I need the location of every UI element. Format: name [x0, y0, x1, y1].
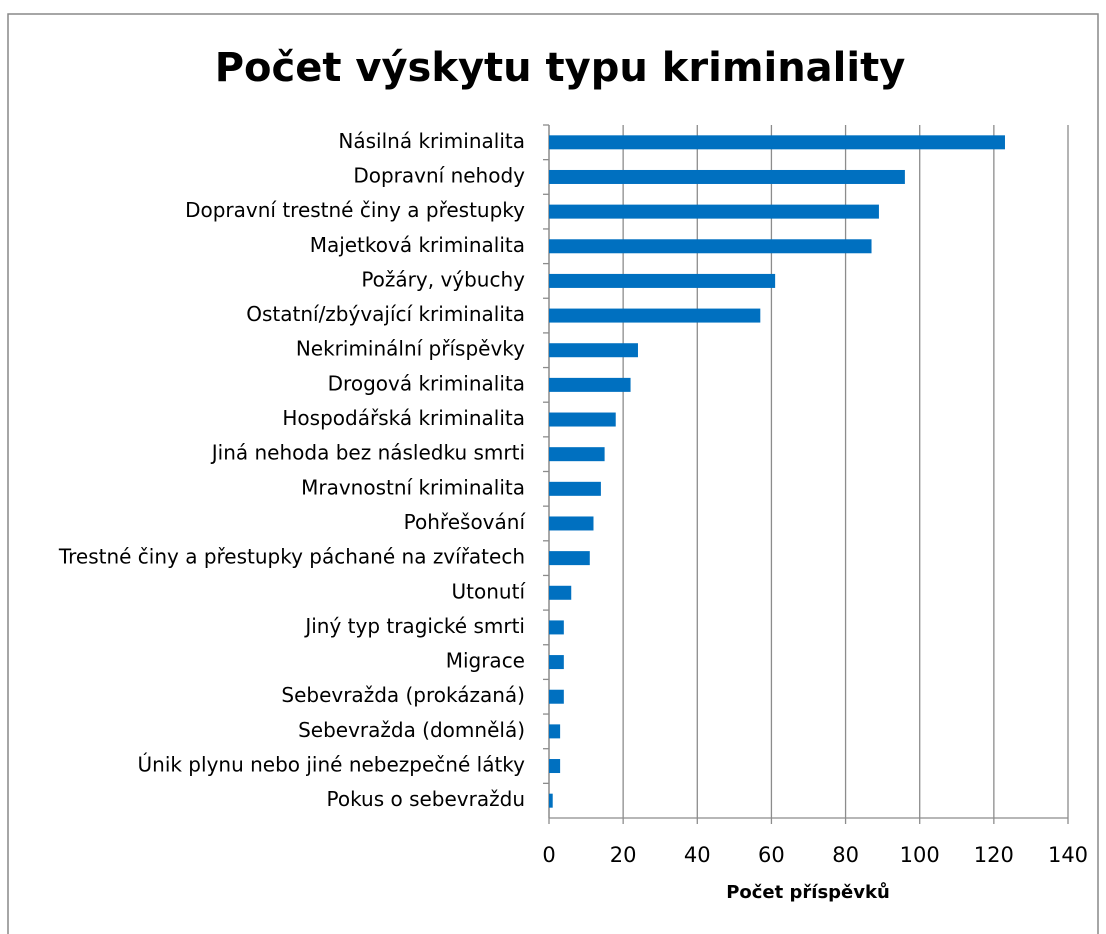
bar — [549, 343, 638, 358]
x-tick-label: 120 — [974, 843, 1014, 867]
y-tick-label: Ostatní/zbývající kriminalita — [246, 302, 525, 326]
bar — [549, 759, 561, 774]
x-tick-label: 140 — [1048, 843, 1088, 867]
y-tick-label: Dopravní trestné činy a přestupky — [185, 198, 525, 222]
x-tick-label: 60 — [758, 843, 785, 867]
y-tick-label: Nekriminální příspěvky — [296, 337, 525, 361]
y-tick-label: Hospodářská kriminalita — [282, 406, 525, 430]
bar — [549, 273, 776, 288]
y-tick-label: Utonutí — [452, 579, 527, 603]
y-tick-label: Požáry, výbuchy — [361, 267, 525, 291]
bar — [549, 481, 601, 496]
bar — [549, 447, 605, 462]
bar — [549, 724, 561, 739]
bar — [549, 412, 616, 427]
y-tick-label: Pohřešování — [404, 510, 527, 534]
x-tick-label: 80 — [832, 843, 859, 867]
bar — [549, 689, 564, 704]
bar — [549, 516, 594, 531]
y-tick-label: Únik plynu nebo jiné nebezpečné látky — [138, 753, 526, 777]
bar — [549, 793, 553, 808]
chart-frame — [7, 13, 1099, 934]
y-tick-label: Násilná kriminalita — [338, 129, 525, 153]
y-tick-label: Sebevražda (domnělá) — [298, 718, 525, 742]
bar — [549, 135, 1005, 150]
bar — [549, 655, 564, 670]
x-tick-label: 0 — [542, 843, 555, 867]
y-tick-label: Mravnostní kriminalita — [301, 475, 525, 499]
y-tick-label: Majetková kriminalita — [310, 233, 525, 257]
y-tick-label: Jiná nehoda bez následku smrti — [210, 441, 525, 465]
x-tick-label: 40 — [684, 843, 711, 867]
x-tick-label: 100 — [900, 843, 940, 867]
bar — [549, 308, 761, 323]
bar — [549, 377, 631, 392]
bar — [549, 204, 879, 219]
y-tick-label: Dopravní nehody — [353, 163, 525, 187]
y-tick-label: Migrace — [446, 649, 525, 673]
y-tick-label: Sebevražda (prokázaná) — [281, 683, 525, 707]
x-tick-label: 20 — [610, 843, 637, 867]
y-tick-label: Trestné činy a přestupky páchané na zvíř… — [58, 545, 525, 569]
y-tick-label: Jiný typ tragické smrti — [303, 614, 525, 638]
bar — [549, 585, 572, 600]
y-tick-label: Pokus o sebevraždu — [326, 787, 525, 811]
bar — [549, 620, 564, 635]
bar — [549, 239, 872, 254]
y-tick-label: Drogová kriminalita — [328, 371, 525, 395]
bar — [549, 551, 590, 566]
chart-title: Počet výskytu typu kriminality — [215, 45, 906, 91]
bar — [549, 169, 905, 184]
x-axis-label: Počet příspěvků — [726, 881, 890, 903]
